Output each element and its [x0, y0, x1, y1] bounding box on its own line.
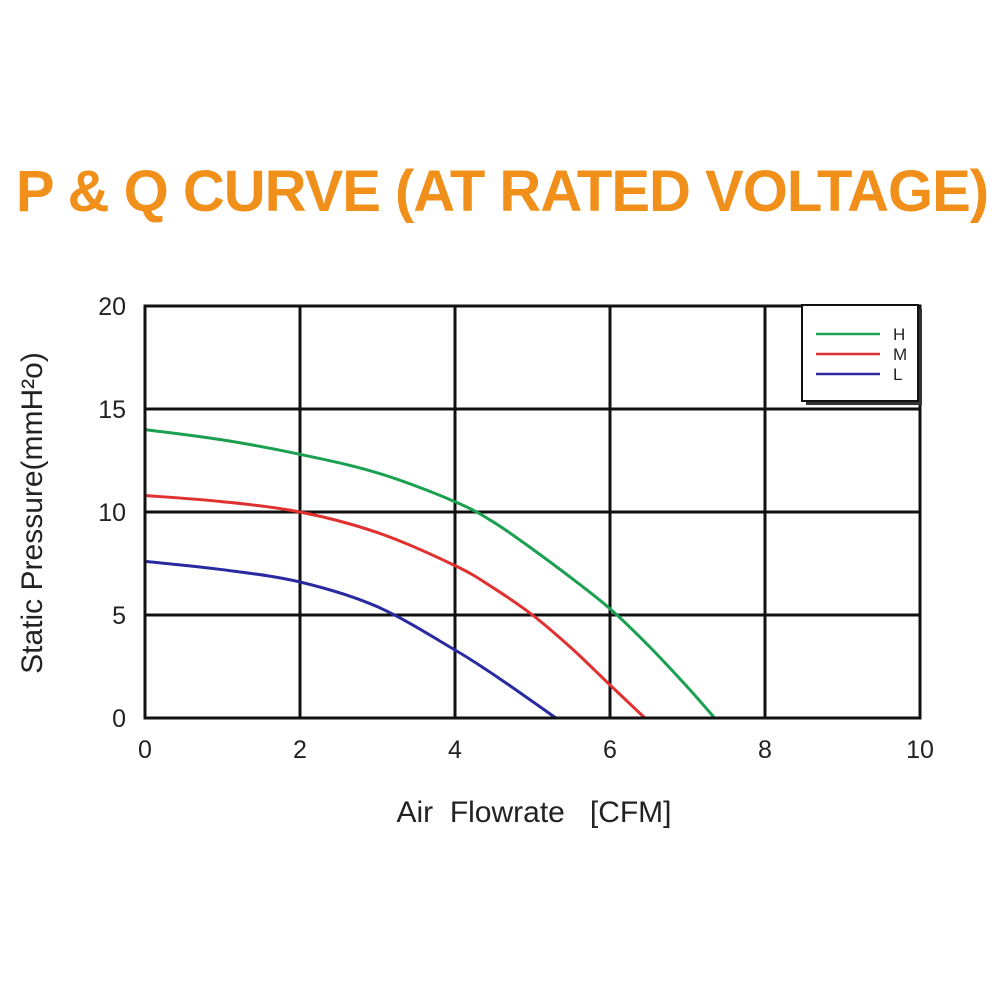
y-tick-label: 15 — [98, 396, 126, 424]
series-line-l — [144, 559, 557, 720]
y-tick-label: 20 — [98, 293, 126, 321]
x-tick-label: 0 — [138, 736, 152, 764]
y-axis-title: Static Pressure(mmH²o) — [16, 352, 49, 674]
series-line-h — [144, 428, 716, 719]
legend-label-h: H — [893, 325, 905, 344]
series-line-m — [144, 494, 646, 720]
legend-label-m: M — [893, 345, 907, 364]
y-tick-label: 5 — [112, 602, 126, 630]
x-tick-label: 10 — [906, 736, 934, 764]
axes: 0 2 4 6 8 10 0 5 10 15 20 — [98, 293, 934, 764]
x-tick-label: 2 — [293, 736, 307, 764]
legend-label-l: L — [893, 365, 902, 384]
chart-title: P & Q CURVE (AT RATED VOLTAGE) — [15, 159, 989, 224]
x-axis-title: Air Flowrate [CFM] — [396, 796, 671, 829]
x-tick-label: 8 — [758, 736, 772, 764]
series-lines — [144, 428, 716, 720]
y-tick-label: 10 — [98, 499, 126, 527]
x-tick-label: 6 — [603, 736, 617, 764]
plot-frame — [143, 304, 922, 720]
y-tick-label: 0 — [112, 705, 126, 733]
x-tick-label: 4 — [448, 736, 462, 764]
legend: HML — [801, 304, 922, 405]
